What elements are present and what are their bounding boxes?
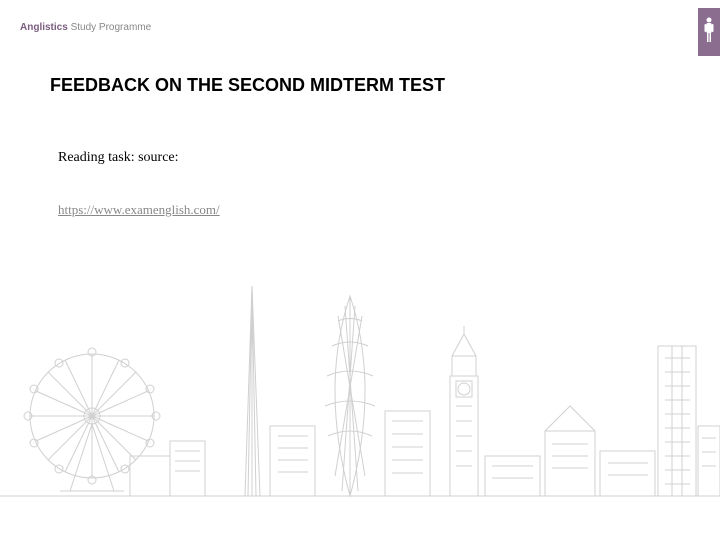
header-bold: Anglistics: [20, 22, 68, 33]
badge: [698, 8, 720, 56]
header-light: Study Programme: [68, 22, 151, 33]
page-title: FEEDBACK ON THE SECOND MIDTERM TEST: [50, 75, 445, 96]
header: Anglistics Study Programme: [20, 22, 151, 33]
person-icon: [702, 15, 716, 50]
source-link[interactable]: https://www.examenglish.com/: [58, 202, 220, 218]
skyline-illustration: [0, 256, 720, 516]
subtitle: Reading task: source:: [58, 150, 179, 166]
